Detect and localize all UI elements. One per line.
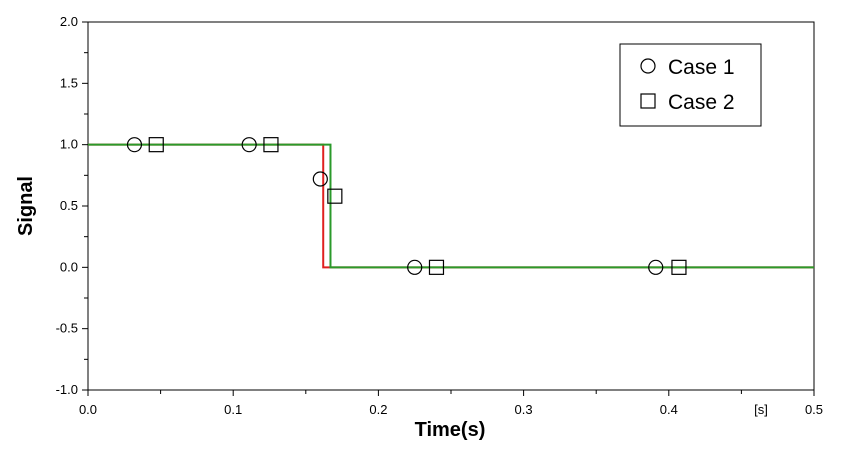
- legend-box: [619, 43, 762, 127]
- x-tick-label: 0.3: [515, 402, 533, 417]
- legend: Case 1 Case 2: [619, 43, 762, 127]
- ticks-layer: 0.0 0.1 0.2 0.3 0.4 0.5 2.0 1.5 1.0 0.5 0.0 -0.5 -1.…: [56, 14, 823, 417]
- data-point-case-2: [671, 259, 687, 275]
- legend-label-case-2: Case 2: [668, 91, 735, 114]
- data-point-case-2: [148, 137, 164, 153]
- x-unit-label: [s]: [754, 402, 768, 417]
- x-axis-title: Time(s): [415, 419, 486, 441]
- y-tick-label: -1.0: [56, 382, 78, 397]
- data-point-case-1: [126, 137, 143, 153]
- y-tick-label: 0.5: [60, 198, 78, 213]
- series-line-case-2: [88, 143, 814, 269]
- data-point-case-1: [407, 259, 423, 275]
- y-tick-label: 2.0: [60, 14, 78, 29]
- legend-label-case-1: Case 1: [668, 56, 735, 79]
- data-point-case-1: [312, 171, 328, 187]
- y-tick-label: -0.5: [56, 321, 78, 336]
- x-tick-label: 0.2: [369, 402, 387, 417]
- y-tick-label: 0.0: [60, 259, 78, 274]
- x-tick-label: 0.0: [79, 402, 97, 417]
- legend-marker-case-2: [640, 93, 656, 109]
- x-tick-label: 0.4: [660, 402, 678, 417]
- y-tick-label: 1.0: [60, 137, 78, 152]
- data-point-case-1: [648, 259, 664, 275]
- legend-marker-case-1: [640, 58, 656, 74]
- x-tick-label: 0.5: [805, 402, 823, 417]
- data-point-case-2: [263, 137, 279, 153]
- lines-layer: [88, 143, 814, 269]
- y-axis-title: Signal: [15, 176, 37, 236]
- markers-layer: [126, 137, 687, 275]
- y-tick-label: 1.5: [60, 75, 78, 90]
- x-tick-label: 0.1: [224, 402, 242, 417]
- data-point-case-1: [241, 137, 257, 153]
- data-point-case-2: [428, 259, 445, 275]
- data-point-case-2: [327, 188, 343, 204]
